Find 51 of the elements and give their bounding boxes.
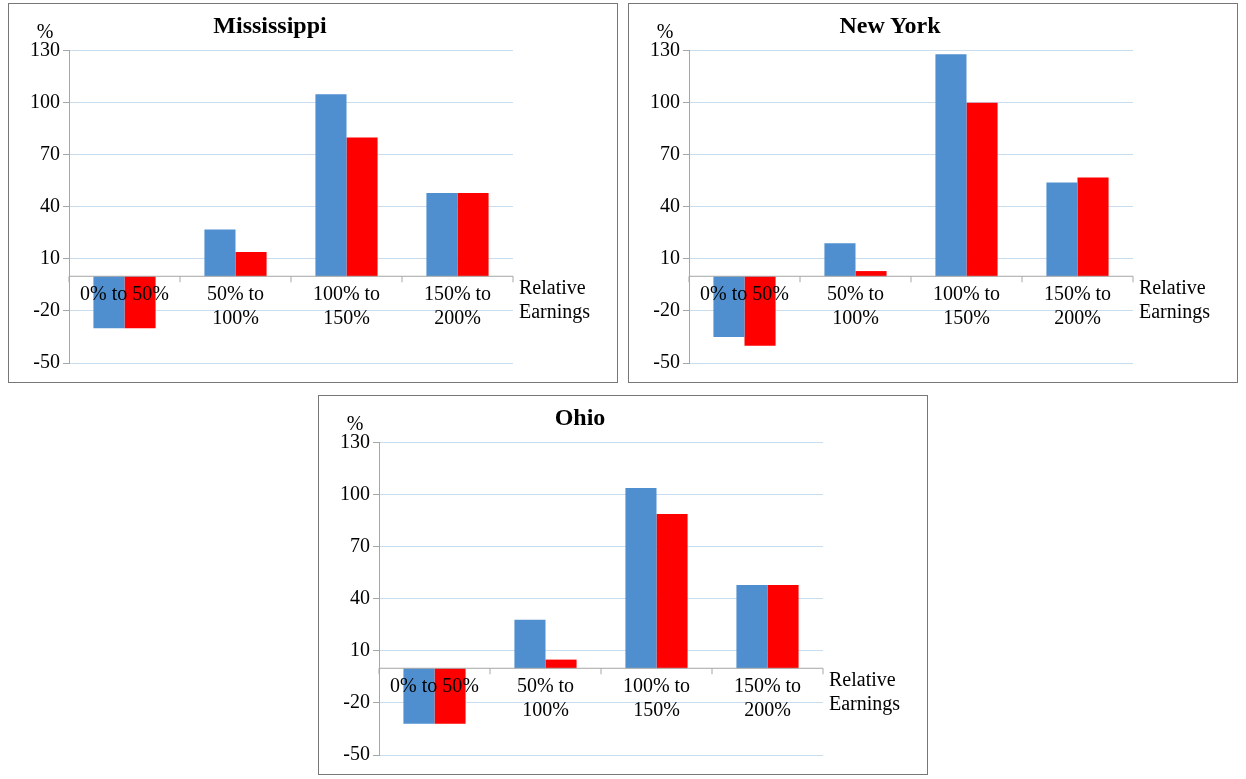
x-axis-title: Relative Earnings <box>519 275 591 323</box>
y-tick-label: 70 <box>350 534 370 557</box>
x-tick-label: 100% to 150% <box>932 281 1001 328</box>
x-tick-label: 150% to 200% <box>423 281 492 328</box>
y-tick-label: 40 <box>350 586 370 609</box>
bar <box>426 193 458 277</box>
bar <box>235 252 267 277</box>
bar <box>625 487 657 669</box>
x-axis-title: Relative Earnings <box>1139 275 1211 323</box>
x-tick-label: 100% to 150% <box>622 673 691 720</box>
y-tick-label: -20 <box>33 298 60 321</box>
bar <box>346 137 378 277</box>
bar <box>855 271 887 277</box>
y-tick-label: -20 <box>343 690 370 713</box>
bar <box>767 585 799 669</box>
chart-title: Mississippi <box>213 11 328 38</box>
y-tick-label: 10 <box>660 246 680 269</box>
y-tick-label: -50 <box>653 350 680 373</box>
bar <box>1046 182 1078 277</box>
y-tick-label: 100 <box>650 90 680 113</box>
y-tick-label: 40 <box>660 194 680 217</box>
x-tick-label: 50% to 100% <box>826 281 885 328</box>
y-tick-label: 10 <box>40 246 60 269</box>
bar <box>1077 177 1109 277</box>
bar <box>514 619 546 669</box>
bar <box>457 193 489 277</box>
x-tick-label: 50% to 100% <box>516 673 575 720</box>
y-tick-label: -20 <box>653 298 680 321</box>
bar <box>204 229 236 277</box>
y-tick-label: -50 <box>343 742 370 765</box>
bar <box>656 513 688 669</box>
y-tick-label: 100 <box>30 90 60 113</box>
y-tick-label: 100 <box>340 482 370 505</box>
bar <box>935 54 967 277</box>
bar <box>736 585 768 669</box>
y-tick-label: 40 <box>40 194 60 217</box>
x-tick-label: 50% to 100% <box>206 281 265 328</box>
y-tick-label: 70 <box>40 142 60 165</box>
y-tick-label: 10 <box>350 638 370 661</box>
bar <box>824 243 856 277</box>
x-tick-label: 100% to 150% <box>312 281 381 328</box>
bar <box>966 102 998 277</box>
x-tick-label: 150% to 200% <box>733 673 802 720</box>
x-tick-label: 150% to 200% <box>1043 281 1112 328</box>
y-tick-label: 70 <box>660 142 680 165</box>
bar <box>545 659 577 669</box>
bar <box>315 94 347 277</box>
y-tick-label: -50 <box>33 350 60 373</box>
x-axis-title: Relative Earnings <box>829 667 901 715</box>
chart-title: New York <box>839 11 942 38</box>
chart-title: Ohio <box>554 403 606 430</box>
